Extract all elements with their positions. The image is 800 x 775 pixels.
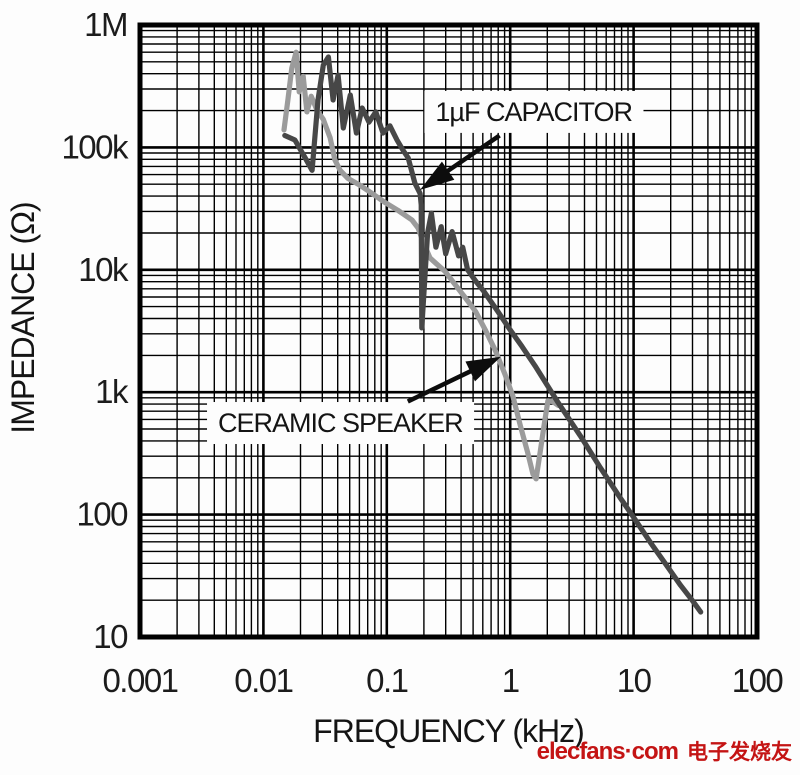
x-axis-title: FREQUENCY (kHz): [313, 713, 584, 749]
x-tick-label: 1: [502, 662, 519, 699]
y-tick-label: 10k: [78, 251, 129, 288]
watermark-cn: 电子发烧友: [687, 741, 792, 764]
y-tick-label: 100: [76, 496, 128, 533]
x-tick-label: 0.001: [102, 662, 177, 699]
x-tick-label: 100: [732, 662, 784, 699]
x-tick-label: 0.1: [366, 662, 408, 699]
y-tick-label: 100k: [61, 128, 129, 165]
annotation-capacitor-arrow-head: [420, 161, 455, 190]
annotation-speaker-arrow-line: [406, 367, 475, 404]
y-tick-label: 10: [93, 618, 128, 655]
y-tick-label: 1M: [84, 6, 127, 43]
x-tick-label: 10: [617, 662, 652, 699]
series-capacitor-curve: [282, 54, 704, 615]
annotation-capacitor-label: 1µF CAPACITOR: [435, 97, 632, 127]
watermark: elecfans·com 电子发烧友: [537, 736, 792, 766]
annotation-capacitor-label-box: [424, 90, 644, 133]
y-axis-title: IMPEDANCE (Ω): [5, 202, 41, 433]
annotation-speaker-label-box: [207, 402, 475, 445]
annotation-capacitor-arrow-line: [443, 133, 501, 175]
y-tick-label: 1k: [95, 373, 129, 410]
annotation-speaker-label: CERAMIC SPEAKER: [218, 408, 463, 438]
x-tick-label: 0.01: [234, 662, 292, 699]
annotation-speaker-arrow-head: [465, 356, 501, 382]
plot-frame: [137, 22, 760, 640]
watermark-brand: elecfans·com: [536, 738, 679, 765]
